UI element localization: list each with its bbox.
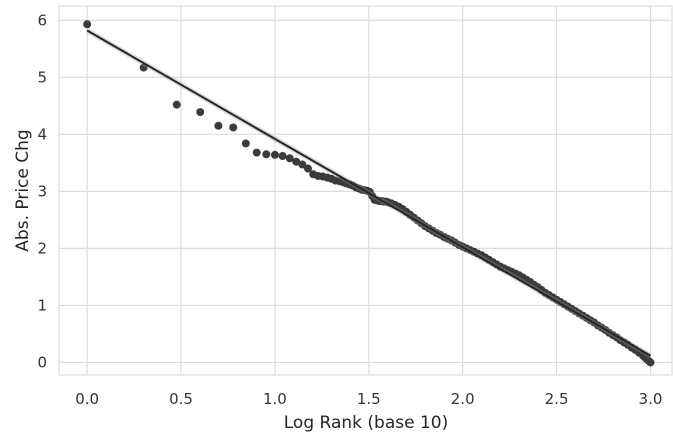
data-point (298, 160, 307, 169)
data-point (229, 123, 238, 132)
x-tick-label: 1.5 (357, 390, 381, 408)
data-point (285, 154, 294, 163)
x-axis-label: Log Rank (base 10) (284, 413, 448, 433)
x-tick-label: 1.0 (263, 390, 287, 408)
x-tick-label: 0.5 (169, 390, 193, 408)
data-point (292, 157, 301, 166)
data-point (241, 139, 250, 148)
x-tick-label: 2.0 (451, 390, 475, 408)
y-tick-label: 2 (37, 239, 47, 257)
x-tick-label: 3.0 (639, 390, 663, 408)
y-tick-label: 5 (37, 68, 47, 86)
data-point (196, 108, 205, 117)
y-tick-labels: 0 1 2 3 4 5 6 (37, 11, 47, 371)
data-point (303, 164, 312, 173)
x-tick-labels: 0.0 0.5 1.0 1.5 2.0 2.5 3.0 (75, 390, 662, 408)
y-tick-label: 3 (37, 182, 47, 200)
data-point (83, 20, 92, 29)
data-point (214, 121, 223, 130)
x-tick-label: 0.0 (75, 390, 99, 408)
data-point (646, 358, 655, 367)
data-point (278, 151, 287, 160)
y-tick-label: 4 (37, 125, 47, 143)
y-tick-label: 6 (37, 11, 47, 29)
data-point (139, 63, 148, 72)
y-tick-label: 0 (37, 353, 47, 371)
y-axis-label: Abs. Price Chg (13, 129, 33, 251)
data-point (172, 100, 181, 109)
x-tick-label: 2.5 (545, 390, 569, 408)
plot-frame (58, 5, 673, 376)
data-point (252, 148, 261, 157)
data-point (270, 150, 279, 159)
y-tick-label: 1 (37, 296, 47, 314)
data-point (262, 150, 271, 159)
regression-line-group (86, 27, 651, 359)
regression-line (86, 29, 651, 357)
